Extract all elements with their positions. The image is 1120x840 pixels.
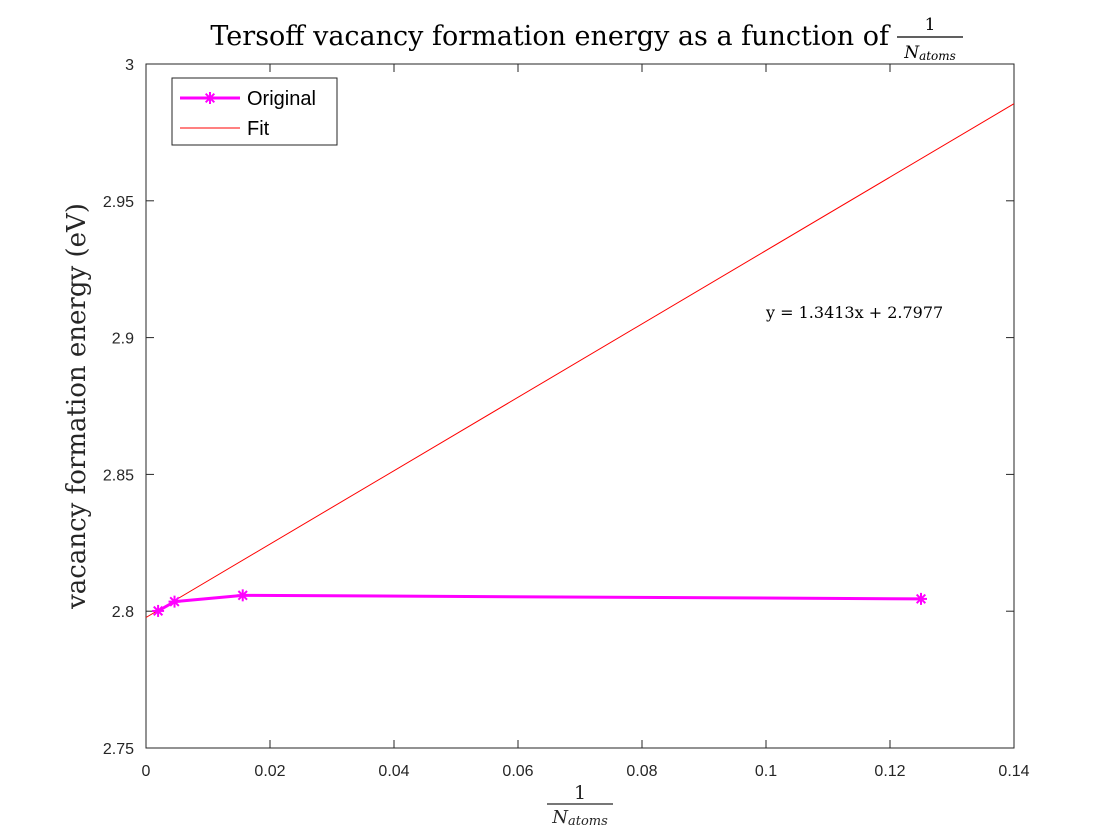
legend-marker-asterisk xyxy=(204,92,216,104)
y-tick-label: 2.75 xyxy=(103,741,134,758)
data-point-original xyxy=(236,589,249,602)
y-tick-label: 3 xyxy=(125,57,134,74)
plot-frame xyxy=(145,63,1015,749)
legend-entry-original: Original xyxy=(180,88,316,110)
x-tick-label: 0.06 xyxy=(502,763,533,780)
series-line-fit xyxy=(145,103,1015,618)
y-tick-label: 2.85 xyxy=(103,467,134,484)
y-tick-label: 2.95 xyxy=(103,194,134,211)
x-tick-label: 0.08 xyxy=(626,763,657,780)
x-tick-label: 0 xyxy=(142,763,151,780)
y-tick-label: 2.9 xyxy=(112,331,134,348)
legend-label-original: Original xyxy=(247,88,316,110)
y-tick-label: 2.8 xyxy=(112,604,134,621)
legend-marker-original xyxy=(204,92,216,104)
chart-title-frac-numerator: 1 xyxy=(925,15,936,35)
plot-area: 0 0.02 0.04 0.06 0.08 0.1 0.12 0.14 2.75 2.8 2.85… xyxy=(103,57,1030,780)
chart-title: Tersoff vacancy formation energy as a fu… xyxy=(210,15,963,63)
data-point-original xyxy=(152,604,165,617)
data-point-original xyxy=(915,592,927,605)
chart-title-frac-denominator: Natoms xyxy=(903,43,956,63)
legend-box xyxy=(171,77,338,146)
x-tick-label: 0.04 xyxy=(378,763,409,780)
x-axis-label-denominator: Natoms xyxy=(551,807,608,829)
legend-label-fit: Fit xyxy=(247,118,270,140)
x-axis-label-numerator: 1 xyxy=(574,782,586,804)
series-layer xyxy=(145,103,1015,618)
data-point-original xyxy=(168,595,181,608)
annotation-layer: y = 1.3413x + 2.7977 xyxy=(765,303,943,322)
x-axis: 0 0.02 0.04 0.06 0.08 0.1 0.12 0.14 xyxy=(142,64,1030,780)
x-axis-label: 1 Natoms xyxy=(547,782,613,829)
x-tick-label: 0.02 xyxy=(254,763,285,780)
legend-entry-fit: Fit xyxy=(180,118,270,140)
series-line-original xyxy=(157,593,922,613)
x-tick-label: 0.12 xyxy=(874,763,905,780)
chart-title-text: Tersoff vacancy formation energy as a fu… xyxy=(210,21,891,52)
legend: Original Fit xyxy=(171,77,338,146)
fit-equation-annotation: y = 1.3413x + 2.7977 xyxy=(765,303,943,322)
x-tick-label: 0.1 xyxy=(755,763,777,780)
x-tick-label: 0.14 xyxy=(998,763,1029,780)
y-axis: 2.75 2.8 2.85 2.9 2.95 3 xyxy=(103,57,1014,758)
y-axis-label: vacancy formation energy (eV) xyxy=(62,203,92,610)
